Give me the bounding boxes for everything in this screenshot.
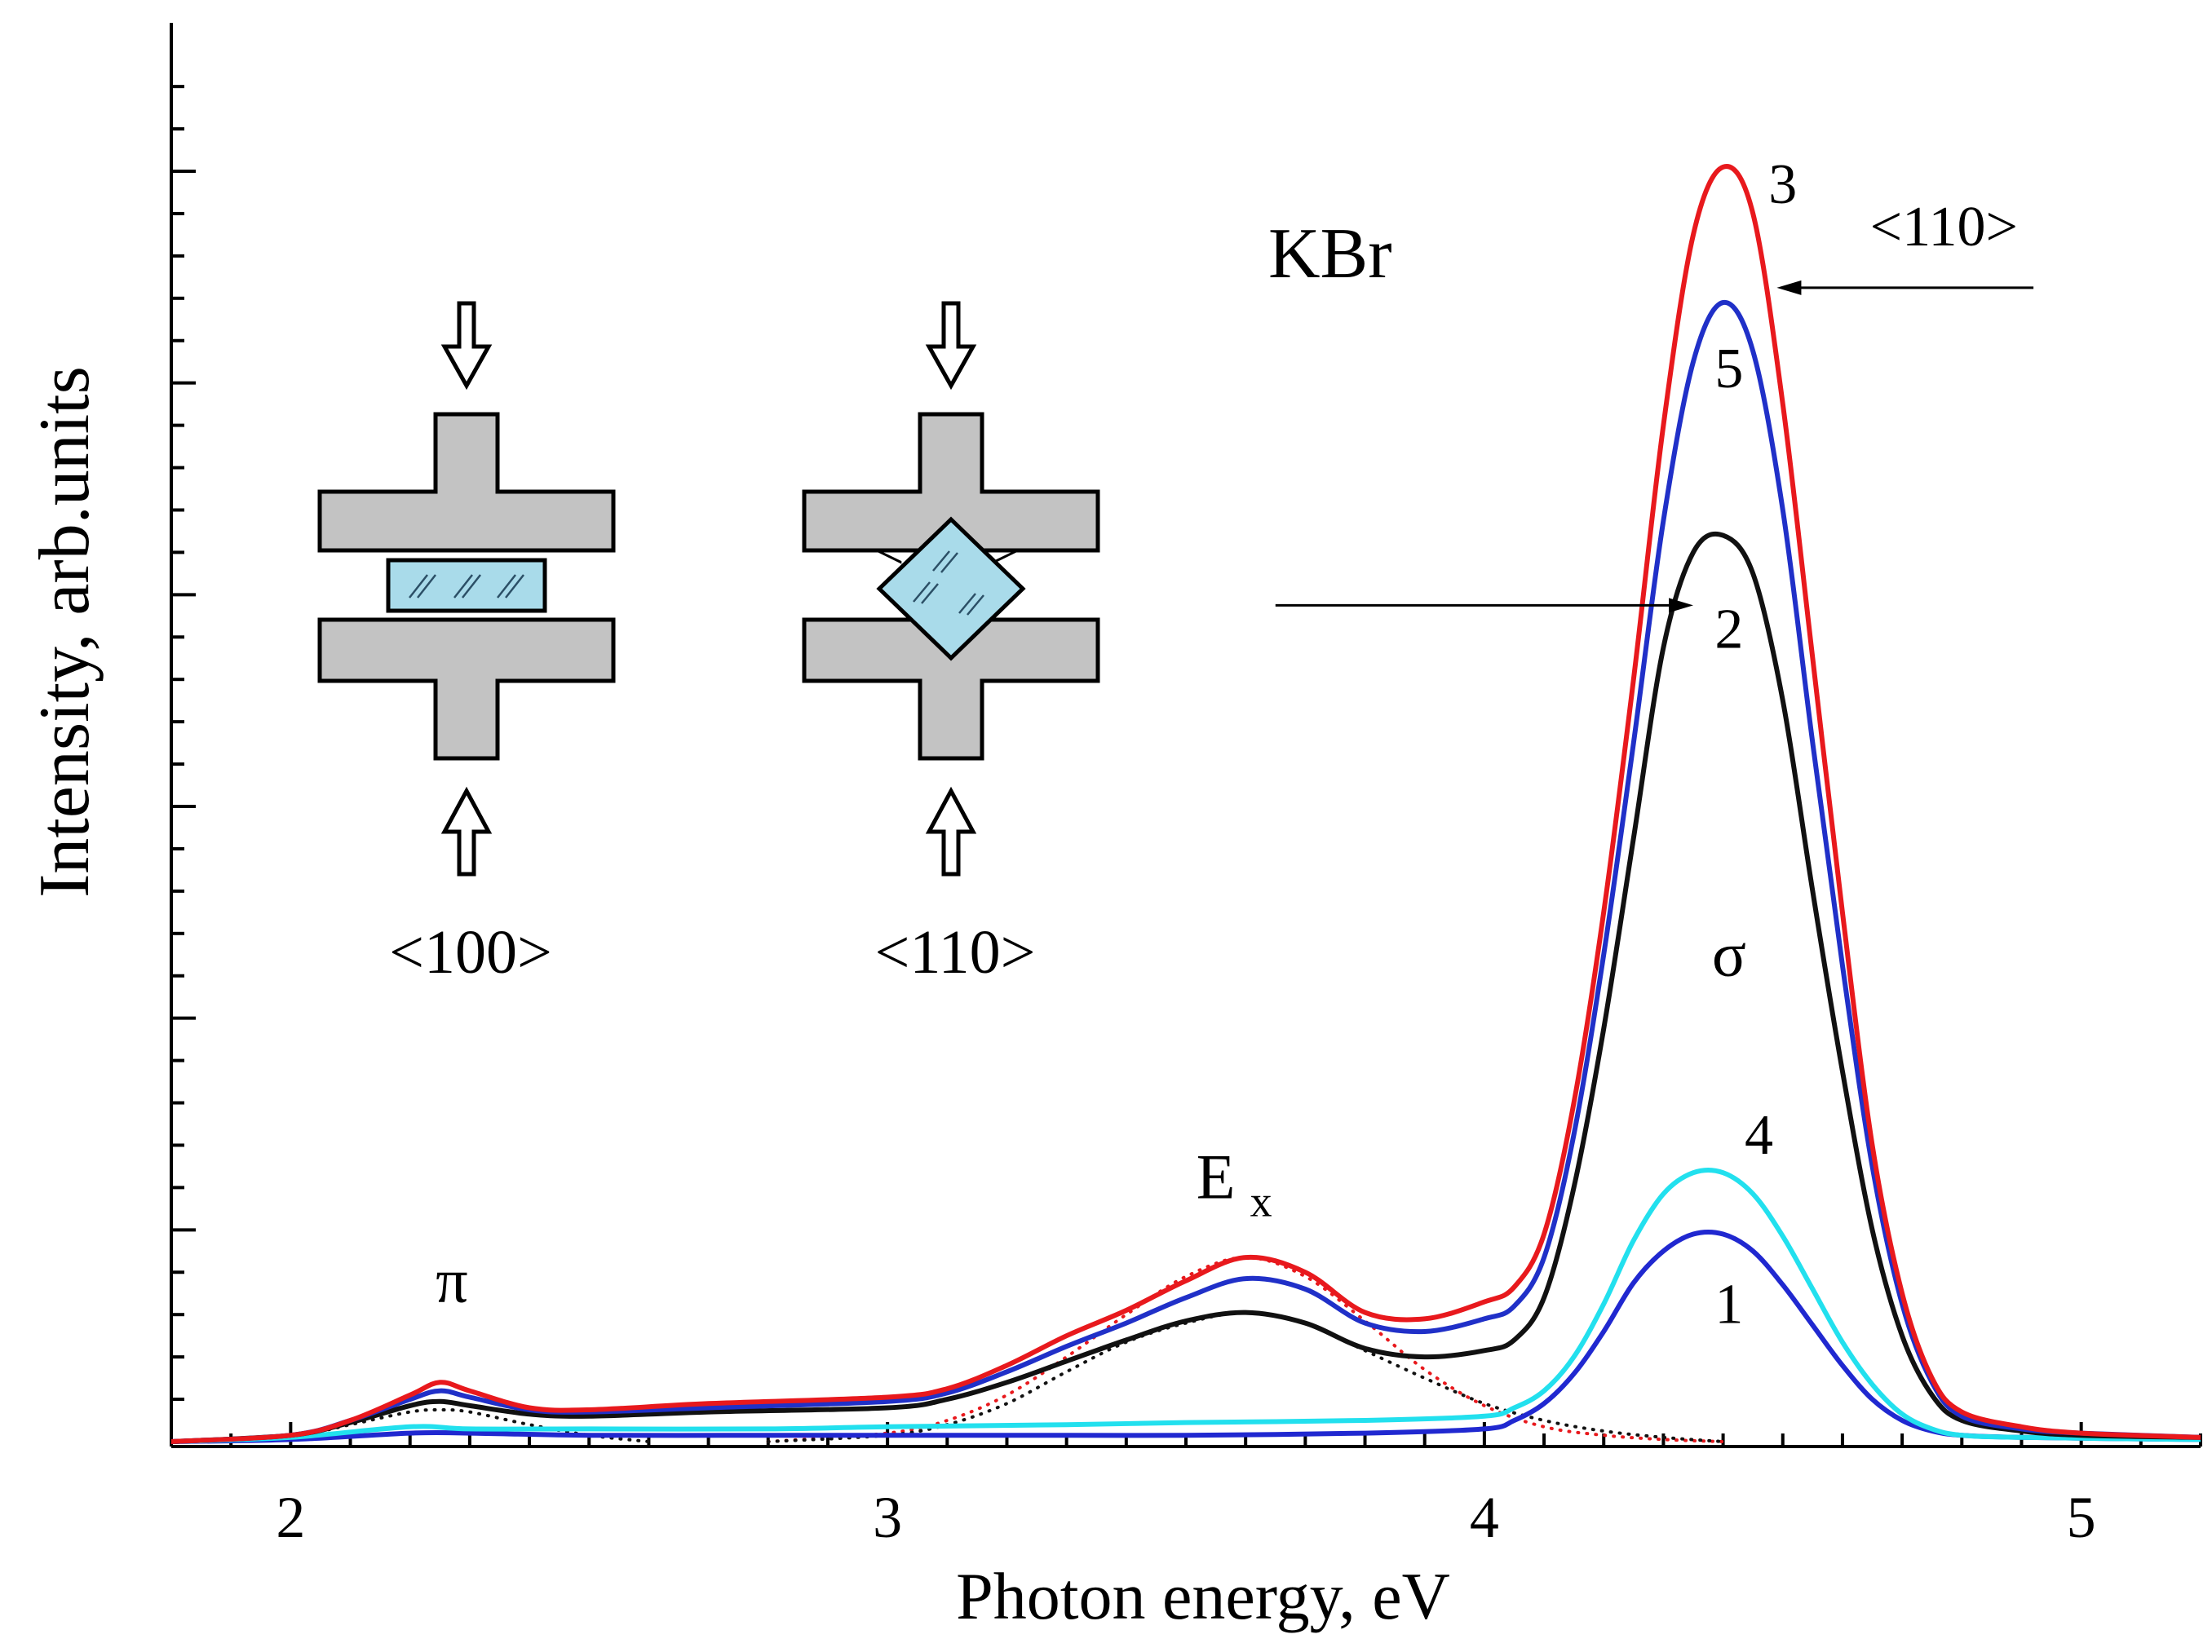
- series-label-1: 1: [1714, 1274, 1743, 1336]
- x-tick-label: 4: [1470, 1485, 1499, 1550]
- series-label-2: 2: [1714, 598, 1743, 660]
- crystal-diamond-icon: [876, 516, 1026, 661]
- press-top-icon: [317, 412, 616, 553]
- x-tick-label: 2: [276, 1485, 305, 1550]
- arrow-up-icon: [440, 786, 493, 877]
- arrow-up-icon: [925, 786, 977, 877]
- peak-label: π: [436, 1245, 467, 1316]
- series-line-2: [171, 531, 2201, 1444]
- peak-label-subscript: x: [1250, 1177, 1272, 1226]
- x-tick-labels: 2 3 4 5: [276, 1485, 2095, 1550]
- crystal-hatch-icon: [913, 550, 984, 616]
- y-ticks: [171, 85, 196, 1443]
- arrow-head-icon: [1669, 598, 1693, 613]
- x-axis-label: Photon energy, eV: [956, 1559, 1450, 1633]
- series-line-5: [171, 299, 2201, 1444]
- inset-diagrams: <100> <110>: [317, 301, 1100, 987]
- diagram-label-110: <110>: [875, 918, 1036, 987]
- press-bottom-icon: [802, 617, 1100, 761]
- x-tick-label: 3: [873, 1485, 902, 1550]
- y-axis-label: Intensity, arb.units: [25, 366, 104, 898]
- press-diagram-100: <100>: [317, 301, 616, 987]
- crystal-rectangle-icon: [386, 558, 547, 613]
- series-label-5: 5: [1714, 338, 1743, 400]
- arrow-head-icon: [1776, 280, 1802, 295]
- series-label-3: 3: [1768, 153, 1797, 216]
- series-line-1: [171, 1229, 2201, 1444]
- chart-title: KBr: [1268, 214, 1392, 294]
- arrow-down-icon: [925, 301, 977, 391]
- series-line-4: [171, 1167, 2201, 1444]
- series-line-3: [171, 164, 2201, 1444]
- series-label-4: 4: [1745, 1104, 1773, 1167]
- arrow-label-110: <110>: [1870, 196, 2018, 258]
- press-top-icon: [802, 412, 1100, 553]
- press-bottom-icon: [317, 617, 616, 761]
- x-tick-label: 5: [2067, 1485, 2096, 1550]
- peak-label: E: [1197, 1141, 1236, 1212]
- arrow-down-icon: [440, 301, 493, 391]
- peak-label: σ: [1712, 919, 1746, 990]
- crystal-hatch-icon: [409, 574, 524, 599]
- series-group: [171, 164, 2201, 1444]
- press-diagram-110: <110>: [802, 301, 1100, 987]
- diagram-label-100: <100>: [389, 918, 552, 987]
